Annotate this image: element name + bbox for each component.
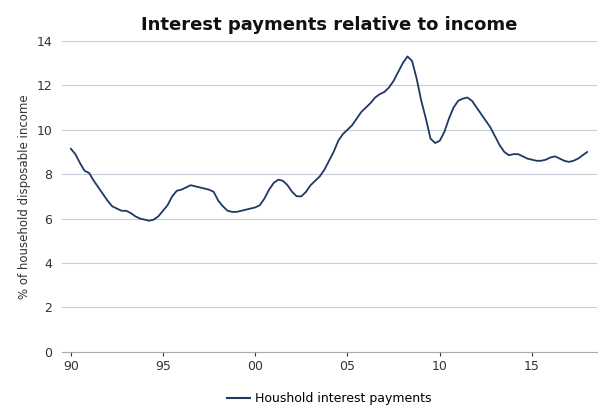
Y-axis label: % of household disposable income: % of household disposable income xyxy=(18,94,31,299)
Legend: Houshold interest payments: Houshold interest payments xyxy=(227,392,431,405)
Title: Interest payments relative to income: Interest payments relative to income xyxy=(141,16,517,34)
